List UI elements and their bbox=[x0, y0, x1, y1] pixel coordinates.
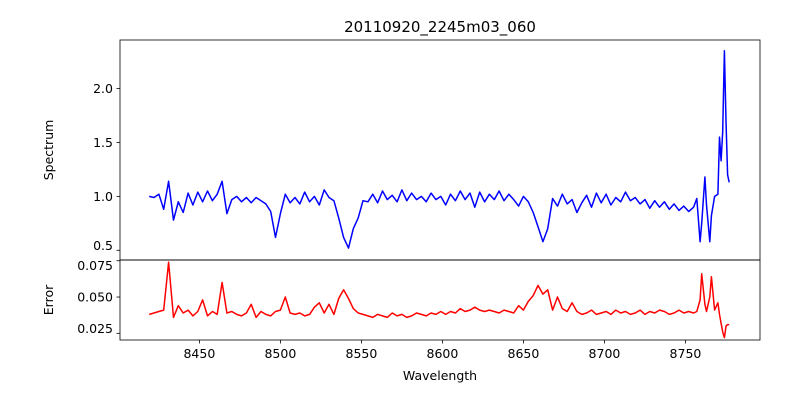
error-ytick-label: 0.050 bbox=[77, 290, 113, 305]
spectrum-ytick-label: 1.5 bbox=[93, 135, 113, 150]
xtick-label: 8550 bbox=[346, 346, 378, 361]
xtick-label: 8500 bbox=[264, 346, 296, 361]
xtick-label: 8650 bbox=[508, 346, 540, 361]
spectrum-ytick-label: 2.0 bbox=[93, 81, 113, 96]
xtick-label: 8450 bbox=[183, 346, 215, 361]
chart-title: 20110920_2245m03_060 bbox=[344, 18, 536, 37]
error-y-axis-label: Error bbox=[41, 284, 56, 315]
spectrum-ytick-label: 1.0 bbox=[93, 189, 113, 204]
xtick-label: 8600 bbox=[427, 346, 459, 361]
spectrum-axes-frame bbox=[119, 39, 761, 261]
spectrum-ytick-label: 0.5 bbox=[93, 238, 113, 253]
xtick-label: 8700 bbox=[589, 346, 621, 361]
x-axis-label: Wavelength bbox=[403, 368, 477, 383]
xtick-label: 8750 bbox=[670, 346, 702, 361]
spectrum-y-axis-label: Spectrum bbox=[41, 120, 56, 181]
error-line bbox=[148, 261, 730, 339]
error-ytick-label: 0.025 bbox=[77, 321, 113, 336]
error-ytick-label: 0.075 bbox=[77, 258, 113, 273]
spectrum-line bbox=[149, 50, 730, 249]
error-axes-frame bbox=[119, 259, 761, 341]
